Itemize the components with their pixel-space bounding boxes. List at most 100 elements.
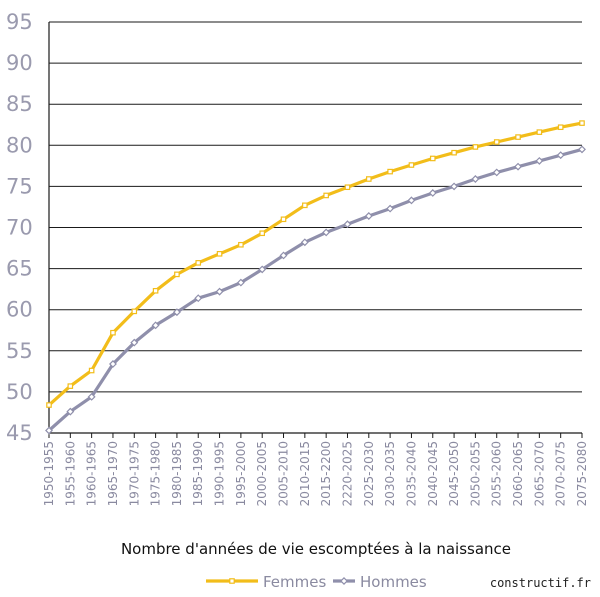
- x-tick-label: 1985-1990: [191, 441, 205, 506]
- data-point: [366, 176, 372, 182]
- x-tick-label: 2015-2200: [319, 441, 333, 506]
- axes: [48, 22, 582, 434]
- data-point: [279, 251, 288, 260]
- data-point: [492, 168, 501, 177]
- x-tick-label: 1995-2000: [234, 441, 248, 506]
- legend-label-femmes: Femmes: [263, 573, 326, 591]
- data-point: [174, 271, 180, 278]
- x-tick-label: 2030-2035: [383, 441, 397, 506]
- data-point: [344, 184, 351, 191]
- data-point: [88, 367, 95, 374]
- data-point: [109, 359, 117, 368]
- data-point: [493, 139, 500, 145]
- data-point: [408, 162, 415, 168]
- x-tick-label: 2055-2060: [490, 441, 504, 506]
- x-tick-label: 2050-2055: [468, 441, 482, 506]
- data-point: [323, 192, 329, 199]
- series-lines: [45, 120, 586, 435]
- data-point: [556, 151, 565, 160]
- x-tick-label: 2065-2070: [532, 441, 546, 506]
- grid-lines: [49, 21, 582, 434]
- data-point: [259, 230, 266, 237]
- data-point: [515, 134, 521, 140]
- x-tick-label: 1980-1985: [170, 441, 184, 506]
- x-tick-label: 2075-2080: [575, 441, 589, 506]
- x-tick-label: 2220-2025: [340, 441, 354, 506]
- data-point: [194, 294, 203, 303]
- data-point: [152, 287, 159, 294]
- x-tick-label: 2025-2030: [362, 441, 376, 506]
- data-point: [195, 260, 202, 266]
- data-point: [215, 287, 224, 296]
- data-point: [451, 149, 457, 156]
- data-point: [471, 175, 480, 183]
- legend-label-hommes: Hommes: [360, 573, 427, 591]
- y-tick-label: 95: [6, 10, 33, 34]
- y-tick-label: 75: [6, 174, 33, 198]
- data-point: [87, 392, 96, 401]
- y-tick-label: 80: [6, 133, 33, 157]
- data-point: [579, 120, 585, 126]
- x-tick-label: 2045-2050: [447, 441, 461, 506]
- legend-marker: [229, 578, 235, 584]
- data-point: [66, 407, 75, 416]
- y-tick-label: 70: [6, 216, 33, 240]
- x-tick-label: 1975-1980: [149, 441, 163, 506]
- x-tick-label: 1990-1995: [213, 441, 227, 506]
- x-axis-ticks: 1950-1955 1955-1960 1960-1965 1965-1970 1970…: [42, 433, 589, 506]
- data-point: [300, 238, 309, 247]
- x-tick-label: 2005-2010: [277, 441, 291, 506]
- x-tick-label: 1950-1955: [42, 441, 56, 506]
- data-point: [216, 251, 223, 257]
- data-point: [322, 228, 331, 237]
- legend-marker: [340, 577, 348, 585]
- series-line-femmes: [47, 121, 584, 407]
- data-point: [386, 204, 395, 213]
- data-point: [364, 212, 373, 220]
- legend: Femmes Hommes: [206, 573, 427, 591]
- data-point: [557, 124, 564, 131]
- x-tick-label: 2035-2040: [404, 441, 418, 506]
- data-point: [536, 129, 543, 135]
- data-point: [236, 278, 245, 287]
- credit-text: constructif.fr: [490, 576, 591, 590]
- data-point: [578, 145, 586, 154]
- x-tick-label: 2070-2075: [554, 441, 568, 506]
- data-point: [472, 144, 479, 150]
- data-point: [172, 308, 181, 317]
- x-tick-label: 2010-2015: [298, 441, 312, 506]
- data-point: [428, 189, 437, 197]
- x-tick-label: 1960-1965: [85, 441, 99, 506]
- data-point: [151, 321, 160, 330]
- y-tick-label: 85: [6, 92, 33, 116]
- series-line-hommes: [47, 147, 584, 433]
- y-axis-ticks: 45 50 55 60 65 70 75 80 85 90 95: [6, 10, 33, 445]
- data-point: [429, 155, 436, 162]
- data-point: [343, 220, 352, 229]
- x-tick-label: 2000-2005: [255, 441, 269, 506]
- x-tick-label: 1970-1975: [127, 441, 141, 506]
- x-tick-label: 2040-2045: [426, 441, 440, 506]
- data-point: [258, 265, 267, 274]
- data-point: [67, 383, 74, 389]
- y-tick-label: 50: [6, 380, 33, 404]
- data-point: [302, 202, 308, 209]
- x-tick-label: 1955-1960: [63, 441, 77, 506]
- data-point: [514, 162, 522, 171]
- x-tick-label: 1965-1970: [106, 441, 120, 506]
- data-point: [238, 241, 244, 248]
- data-point: [387, 168, 393, 175]
- data-point: [130, 338, 139, 347]
- y-tick-label: 65: [6, 257, 33, 281]
- x-axis-title: Nombre d'années de vie escomptées à la n…: [121, 540, 511, 558]
- data-point: [46, 402, 52, 408]
- y-tick-label: 90: [6, 51, 33, 75]
- data-point: [110, 329, 116, 336]
- data-point: [45, 426, 53, 435]
- data-point: [131, 308, 138, 315]
- y-tick-label: 60: [6, 298, 33, 322]
- data-point: [280, 216, 287, 223]
- y-tick-label: 45: [6, 421, 33, 445]
- data-point: [450, 182, 459, 191]
